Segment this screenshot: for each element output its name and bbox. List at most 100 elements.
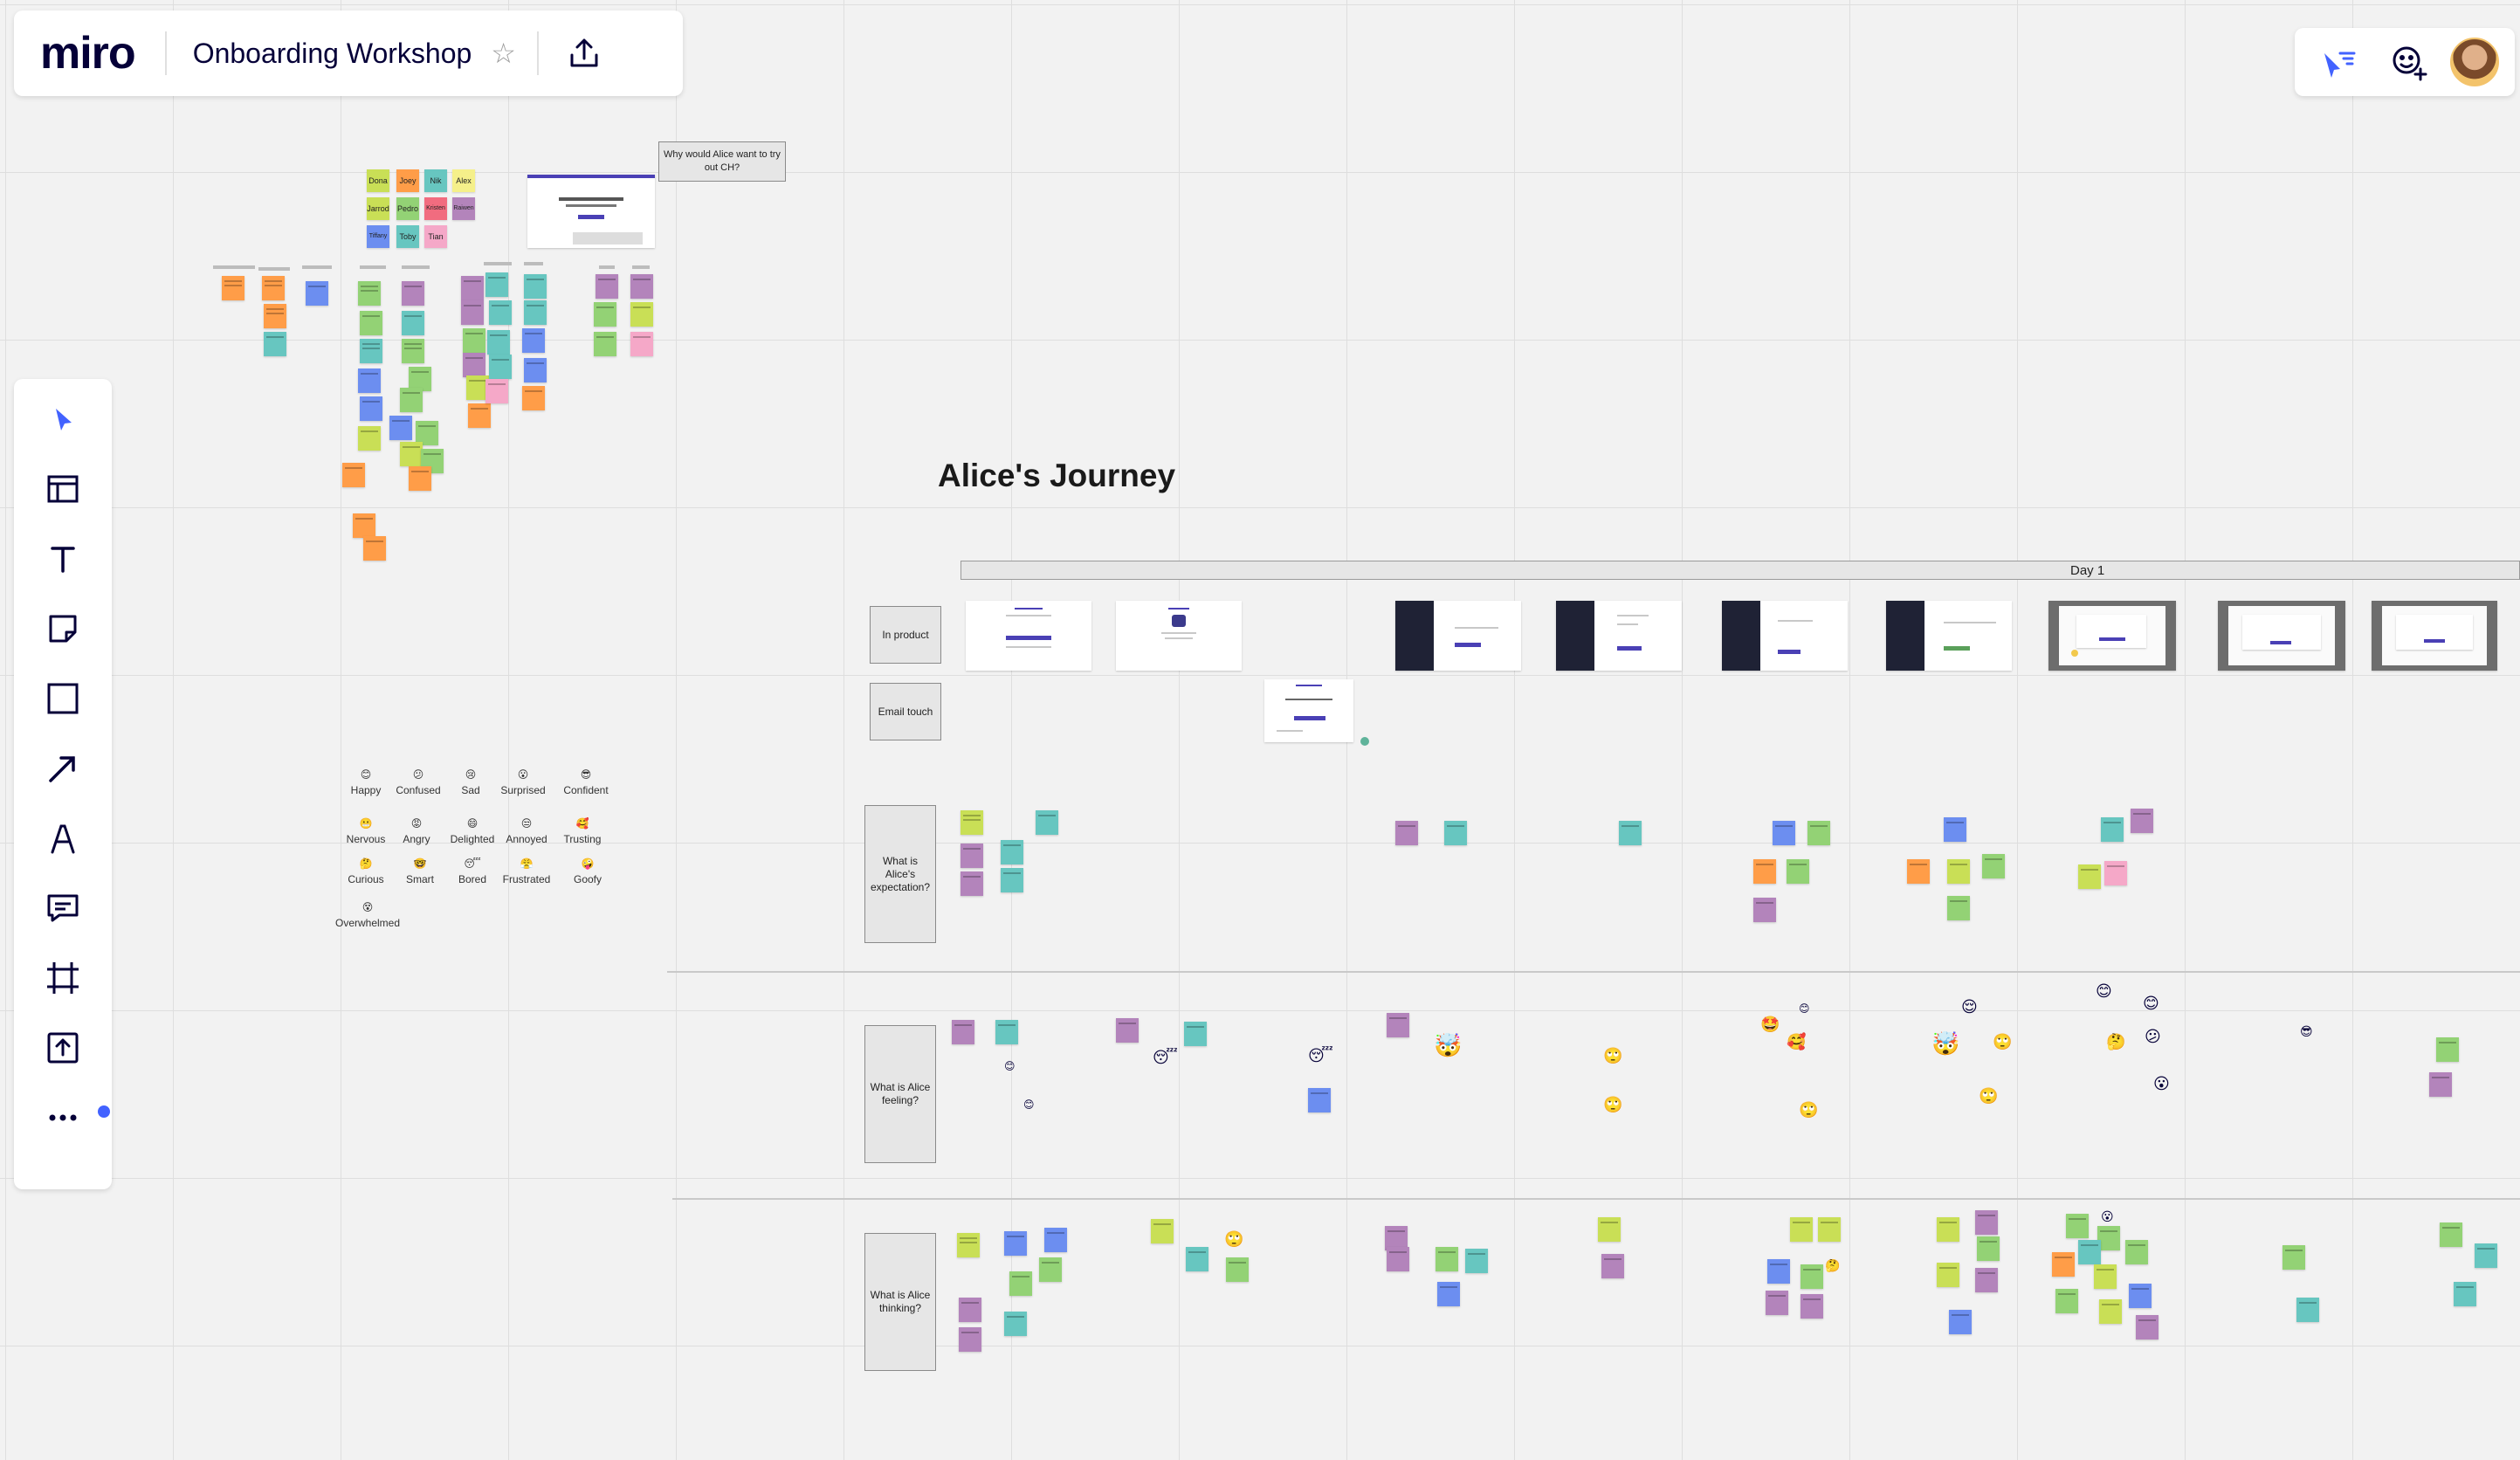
sticky-note[interactable] (264, 332, 286, 356)
sticky-note[interactable] (1773, 821, 1795, 845)
product-screenshot[interactable] (1395, 601, 1521, 671)
sticky-note[interactable] (358, 281, 381, 306)
sticky-note[interactable] (409, 466, 431, 491)
sticky-note[interactable] (485, 272, 508, 297)
sticky-note[interactable] (1116, 1018, 1139, 1043)
emotion-emoji-icon[interactable]: 😴 (1153, 1049, 1178, 1066)
sticky-note[interactable] (463, 328, 485, 353)
sticky-note[interactable] (1787, 859, 1809, 884)
emotion-emoji-icon[interactable]: 🤔 (2106, 1033, 2126, 1050)
upload-tool[interactable] (40, 1025, 86, 1071)
emotion-emoji-icon[interactable]: 😮 (2153, 1075, 2170, 1092)
team-name-sticky[interactable]: Joey (396, 169, 419, 192)
team-name-sticky[interactable]: Jarrod (367, 197, 389, 220)
sticky-note[interactable] (2282, 1245, 2305, 1270)
sticky-note[interactable] (1947, 896, 1970, 920)
sticky-note[interactable] (463, 353, 485, 377)
pen-tool[interactable] (40, 816, 86, 861)
sticky-note[interactable] (2099, 1299, 2122, 1324)
sticky-note[interactable] (1004, 1312, 1027, 1336)
sticky-note[interactable] (1151, 1219, 1174, 1243)
team-name-sticky[interactable]: Nik (424, 169, 447, 192)
row-label-expectation[interactable]: What is Alice's expectation? (864, 805, 936, 943)
sticky-note[interactable] (1226, 1257, 1249, 1282)
sticky-note[interactable] (360, 339, 382, 363)
sticky-note[interactable] (594, 302, 616, 327)
sticky-note[interactable] (487, 330, 510, 355)
emotion-emoji-icon[interactable]: 😊 (1799, 1002, 1810, 1015)
sticky-note[interactable] (2052, 1252, 2075, 1277)
sticky-note[interactable] (2475, 1243, 2497, 1268)
sticky-note[interactable] (2125, 1240, 2148, 1264)
sticky-note[interactable] (957, 1233, 980, 1257)
product-screenshot[interactable] (1722, 601, 1848, 671)
sticky-note[interactable] (468, 403, 491, 428)
sticky-note[interactable] (959, 1298, 981, 1322)
sticky-note[interactable] (1975, 1268, 1998, 1292)
invite-button[interactable] (2380, 34, 2436, 90)
sticky-note[interactable] (2454, 1282, 2476, 1306)
sticky-note[interactable] (402, 281, 424, 306)
product-screenshot[interactable] (1556, 601, 1682, 671)
emotion-emoji-icon[interactable]: 🥰 (1787, 1033, 1807, 1050)
more-tools-button[interactable] (40, 1095, 86, 1140)
sticky-note[interactable] (1039, 1257, 1062, 1282)
sticky-note[interactable] (522, 328, 545, 353)
sticky-note[interactable] (1387, 1247, 1409, 1271)
sticky-note[interactable] (360, 311, 382, 335)
product-screenshot[interactable] (1886, 601, 2012, 671)
sticky-note[interactable] (1800, 1264, 1823, 1289)
sticky-note[interactable] (2429, 1072, 2452, 1097)
sticky-note[interactable] (466, 375, 489, 400)
email-screenshot[interactable] (1264, 679, 1353, 742)
sticky-note[interactable] (1619, 821, 1642, 845)
sticky-note[interactable] (2097, 1226, 2120, 1250)
text-tool[interactable] (40, 536, 86, 582)
team-name-sticky[interactable]: Toby (396, 225, 419, 248)
emotion-emoji-icon[interactable]: 🤔 (1825, 1258, 1841, 1272)
sticky-note[interactable] (489, 300, 512, 325)
sticky-note[interactable] (1937, 1263, 1959, 1287)
sticky-note[interactable] (995, 1020, 1018, 1044)
sticky-note[interactable] (360, 396, 382, 421)
sticky-note[interactable] (402, 311, 424, 335)
sticky-note[interactable] (389, 416, 412, 440)
sticky-note[interactable] (485, 379, 508, 403)
comment-tool[interactable] (40, 885, 86, 931)
sticky-note[interactable] (342, 463, 365, 487)
row-label-thinking[interactable]: What is Alice thinking? (864, 1233, 936, 1371)
emotion-emoji-icon[interactable]: 🙄 (1979, 1087, 1999, 1105)
sticky-note[interactable] (1753, 898, 1776, 922)
emotion-emoji-icon[interactable]: 🤯 (1931, 1030, 1960, 1057)
sticky-note[interactable] (2066, 1214, 2089, 1238)
emotion-emoji-icon[interactable]: 🙄 (1224, 1230, 1244, 1248)
sticky-note[interactable] (2440, 1222, 2462, 1247)
sticky-note[interactable] (1766, 1291, 1788, 1315)
sticky-note[interactable] (363, 536, 386, 561)
sticky-note[interactable] (2101, 817, 2124, 842)
sticky-note[interactable] (1308, 1088, 1331, 1112)
share-upload-button[interactable] (556, 25, 612, 81)
sticky-note[interactable] (1186, 1247, 1208, 1271)
sticky-note[interactable] (264, 304, 286, 328)
team-name-sticky[interactable]: Dona (367, 169, 389, 192)
shape-tool[interactable] (40, 676, 86, 721)
sticky-note[interactable] (522, 386, 545, 410)
templates-tool[interactable] (40, 466, 86, 512)
emotion-emoji-icon[interactable]: 😌 (1961, 998, 1978, 1016)
question-card[interactable]: Why would Alice want to try out CH? (658, 141, 786, 182)
row-label-feeling[interactable]: What is Alice feeling? (864, 1025, 936, 1163)
sticky-note[interactable] (409, 367, 431, 391)
team-name-sticky[interactable]: Alex (452, 169, 475, 192)
sticky-note[interactable] (1004, 1231, 1027, 1256)
emotion-emoji-icon[interactable]: 😮 (2101, 1209, 2114, 1223)
sticky-note[interactable] (960, 810, 983, 835)
sticky-note[interactable] (353, 513, 375, 538)
sticky-note[interactable] (596, 274, 618, 299)
sticky-note[interactable] (630, 274, 653, 299)
sticky-note[interactable] (1790, 1217, 1813, 1242)
sticky-note[interactable] (630, 302, 653, 327)
sticky-note[interactable] (489, 355, 512, 379)
team-name-sticky[interactable]: Tiffany (367, 225, 389, 248)
sticky-note[interactable] (524, 300, 547, 325)
